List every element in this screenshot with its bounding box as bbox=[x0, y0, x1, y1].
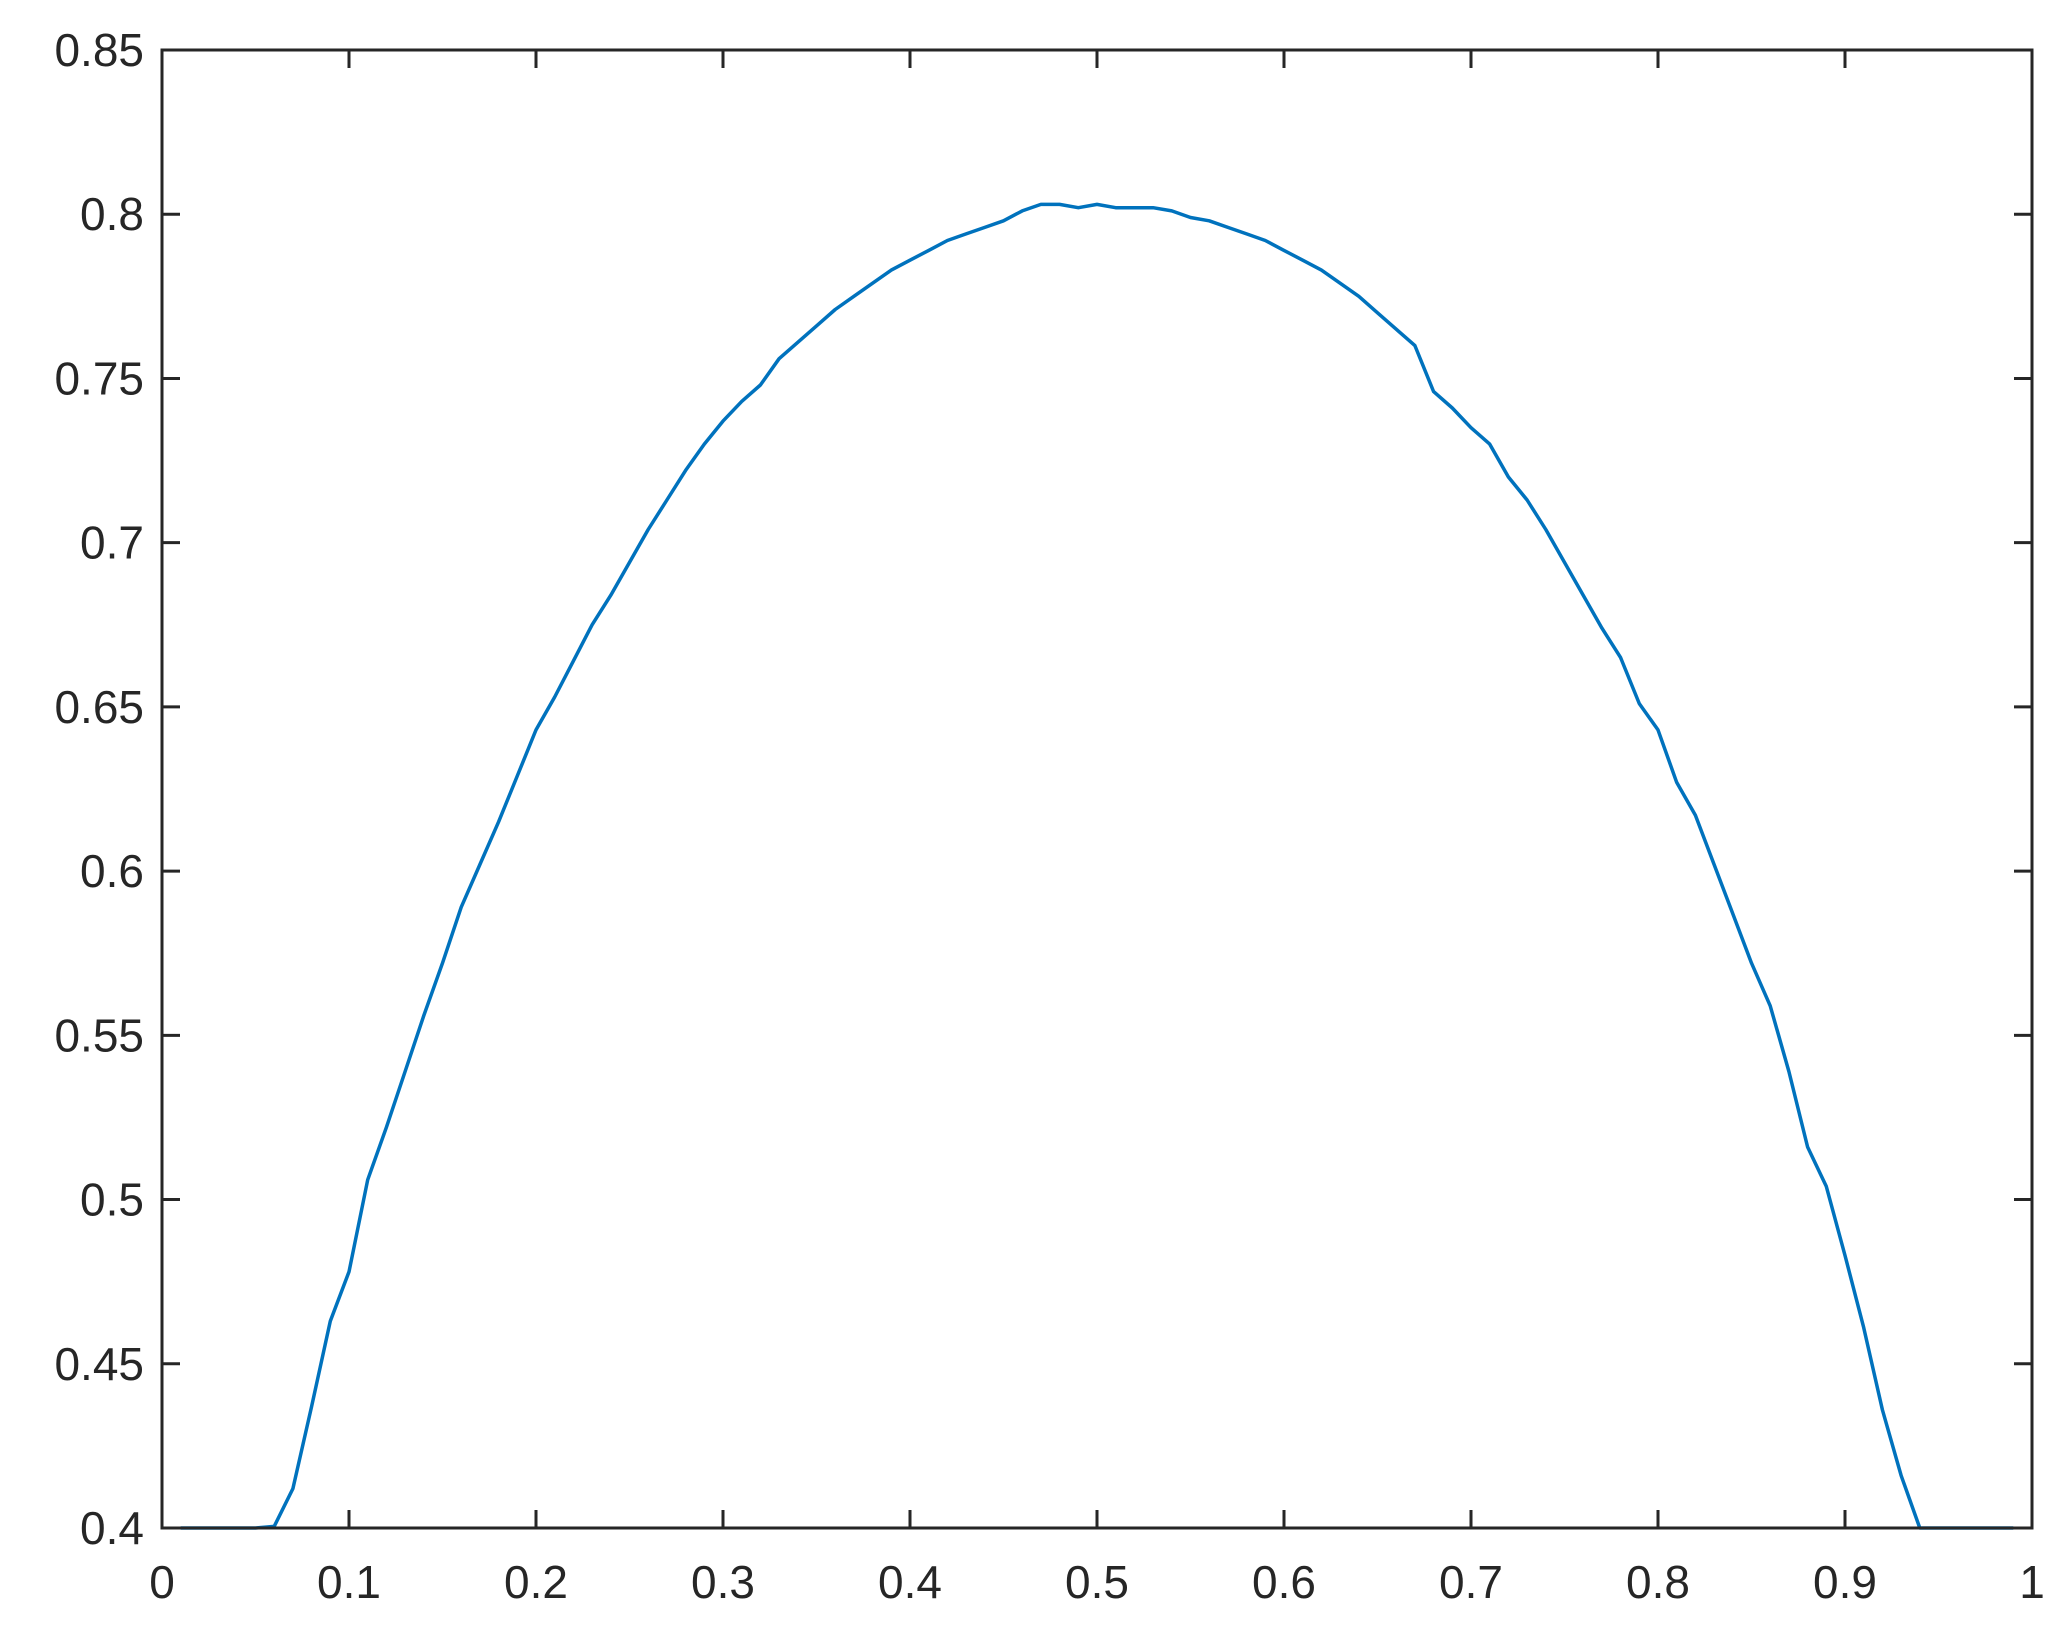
y-tick-label: 0.8 bbox=[80, 188, 144, 240]
x-tick-label: 0.7 bbox=[1439, 1556, 1503, 1608]
x-tick-label: 0.5 bbox=[1065, 1556, 1129, 1608]
series-line bbox=[180, 202, 2014, 1530]
x-tick-label: 0.6 bbox=[1252, 1556, 1316, 1608]
y-tick-label: 0.65 bbox=[54, 681, 144, 733]
y-tick-label: 0.6 bbox=[80, 845, 144, 897]
x-tick-label: 0.4 bbox=[878, 1556, 942, 1608]
y-tick-label: 0.85 bbox=[54, 24, 144, 76]
x-tick-label: 0.8 bbox=[1626, 1556, 1690, 1608]
x-tick-label: 0.9 bbox=[1813, 1556, 1877, 1608]
x-tick-label: 0.3 bbox=[691, 1556, 755, 1608]
y-tick-label: 0.4 bbox=[80, 1502, 144, 1554]
y-tick-label: 0.7 bbox=[80, 517, 144, 569]
x-tick-label: 0 bbox=[149, 1556, 175, 1608]
y-tick-label: 0.5 bbox=[80, 1174, 144, 1226]
y-tick-label: 0.55 bbox=[54, 1009, 144, 1061]
y-tick-label: 0.45 bbox=[54, 1338, 144, 1390]
axes-box bbox=[160, 48, 2034, 1530]
x-tick-label: 1 bbox=[2019, 1556, 2045, 1608]
x-tick-label: 0.1 bbox=[317, 1556, 381, 1608]
x-tick-label: 0.2 bbox=[504, 1556, 568, 1608]
y-tick-label: 0.75 bbox=[54, 352, 144, 404]
